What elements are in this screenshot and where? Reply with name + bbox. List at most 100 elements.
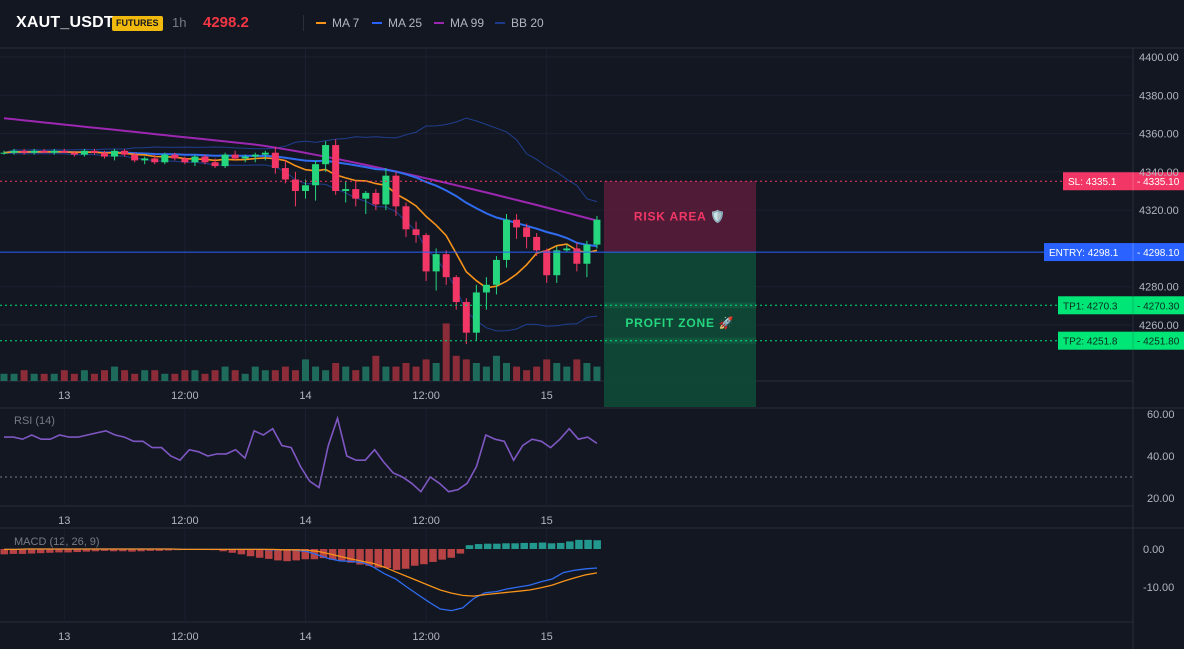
macd-hist-bar [146, 549, 154, 551]
candle-body [161, 154, 169, 163]
macd-label: MACD (12, 26, 9) [14, 536, 100, 548]
candle-body [503, 219, 510, 260]
price-tick-label: 4280.00 [1139, 282, 1179, 294]
candle-body [20, 150, 28, 153]
candle-body [332, 145, 340, 191]
candle-body [492, 259, 500, 285]
rsi-line [4, 415, 598, 493]
candle-body [432, 254, 440, 272]
volume-bar [432, 363, 440, 381]
macd-hist-bar [374, 549, 383, 568]
tp2-axis-value: - 4251.80 [1137, 337, 1180, 348]
candle-body [191, 156, 199, 163]
candle-body [281, 168, 289, 180]
tp1-axis-value: - 4270.30 [1137, 301, 1180, 312]
volume-bar [171, 373, 179, 381]
futures-badge: FUTURES [112, 16, 163, 31]
bb-upper-line [3, 117, 598, 203]
volume-bar [442, 323, 450, 381]
candle-body [201, 156, 209, 163]
tp2-tag-text: TP2: 4251.8 [1063, 337, 1118, 348]
price-tick-label: 4340.00 [1139, 167, 1179, 179]
volume-bar [302, 359, 309, 381]
price-tick-label: 4400.00 [1139, 52, 1179, 64]
candle-body [402, 206, 410, 230]
macd-hist-bar [511, 543, 519, 549]
profit-zone [604, 252, 756, 407]
legend-bb20[interactable]: BB 20 [495, 16, 544, 30]
candle-body [221, 154, 229, 167]
macd-hist-bar [100, 549, 109, 551]
symbol-name[interactable]: XAUT_USDT [16, 14, 114, 31]
volume-bar [312, 366, 320, 381]
rsi-tick-label: 60.00 [1147, 409, 1175, 421]
macd-hist-bar [584, 539, 592, 549]
macd-hist-bar [46, 549, 54, 553]
macd-hist-bar [128, 549, 136, 552]
candle-body [452, 277, 460, 303]
volume-bar [181, 370, 189, 381]
time-tick-label: 12:00 [412, 390, 440, 402]
macd-hist-bar [547, 543, 556, 549]
candle-body [60, 150, 68, 153]
macd-hist-bar [520, 542, 528, 549]
price-tick-label: 4360.00 [1139, 129, 1179, 141]
risk-area-zone [604, 181, 756, 253]
candle-body [392, 175, 400, 207]
candle-body [472, 292, 480, 333]
volume-bar [211, 370, 219, 381]
legend-swatch [316, 22, 326, 24]
macd-histogram [0, 539, 601, 570]
volume-bars [0, 323, 601, 381]
sl-axis-value: - 4335.10 [1137, 177, 1180, 188]
macd-hist-bar [109, 549, 118, 552]
candle-body [553, 250, 561, 276]
macd-hist-bar [429, 549, 437, 562]
volume-bar [0, 373, 8, 381]
candle-body [251, 154, 259, 157]
macd-hist-bar [137, 549, 145, 552]
macd-hist-bar [538, 542, 547, 549]
macd-hist-bar [566, 541, 574, 549]
volume-bar [20, 370, 28, 381]
volume-bar [422, 359, 430, 381]
candle-body [50, 150, 58, 153]
entry-axis-value: - 4298.10 [1137, 248, 1180, 259]
sl-tag-text: SL: 4335.1 [1068, 177, 1117, 188]
candle-body [0, 152, 8, 154]
candle-body [90, 150, 98, 153]
macd-tick-label: -10.00 [1143, 582, 1174, 594]
volume-bar [362, 366, 370, 381]
time-tick-label: 12:00 [171, 515, 199, 527]
price-tick-label: 4380.00 [1139, 90, 1179, 102]
candle-body [10, 150, 18, 153]
macd-hist-bar [119, 549, 127, 552]
timeframe-label[interactable]: 1h [172, 15, 187, 30]
volume-bar [30, 373, 38, 381]
legend-ma25[interactable]: MA 25 [372, 16, 422, 30]
macd-hist-bar [392, 549, 401, 570]
candle-body [70, 152, 78, 155]
macd-hist-bar [593, 540, 601, 549]
volume-bar [533, 366, 541, 381]
macd-hist-bar [347, 549, 355, 563]
volume-bar [111, 366, 119, 381]
volume-bar [141, 370, 149, 381]
macd-hist-bar [447, 549, 455, 558]
candle-body [302, 185, 309, 191]
macd-hist-bar [483, 543, 492, 549]
candle-body [141, 158, 149, 161]
candle-body [211, 162, 219, 167]
legend-ma7[interactable]: MA 7 [316, 16, 359, 30]
candle-body [111, 150, 119, 157]
macd-line [4, 548, 598, 612]
time-tick-label: 12:00 [171, 631, 199, 643]
legend-label: MA 99 [450, 16, 485, 30]
rsi-label: RSI (14) [14, 415, 55, 427]
tp1-tag [1058, 296, 1184, 315]
ma99-line [3, 117, 598, 222]
macd-hist-bar [474, 544, 483, 549]
volume-bar [60, 370, 68, 381]
legend-ma99[interactable]: MA 99 [434, 16, 484, 30]
